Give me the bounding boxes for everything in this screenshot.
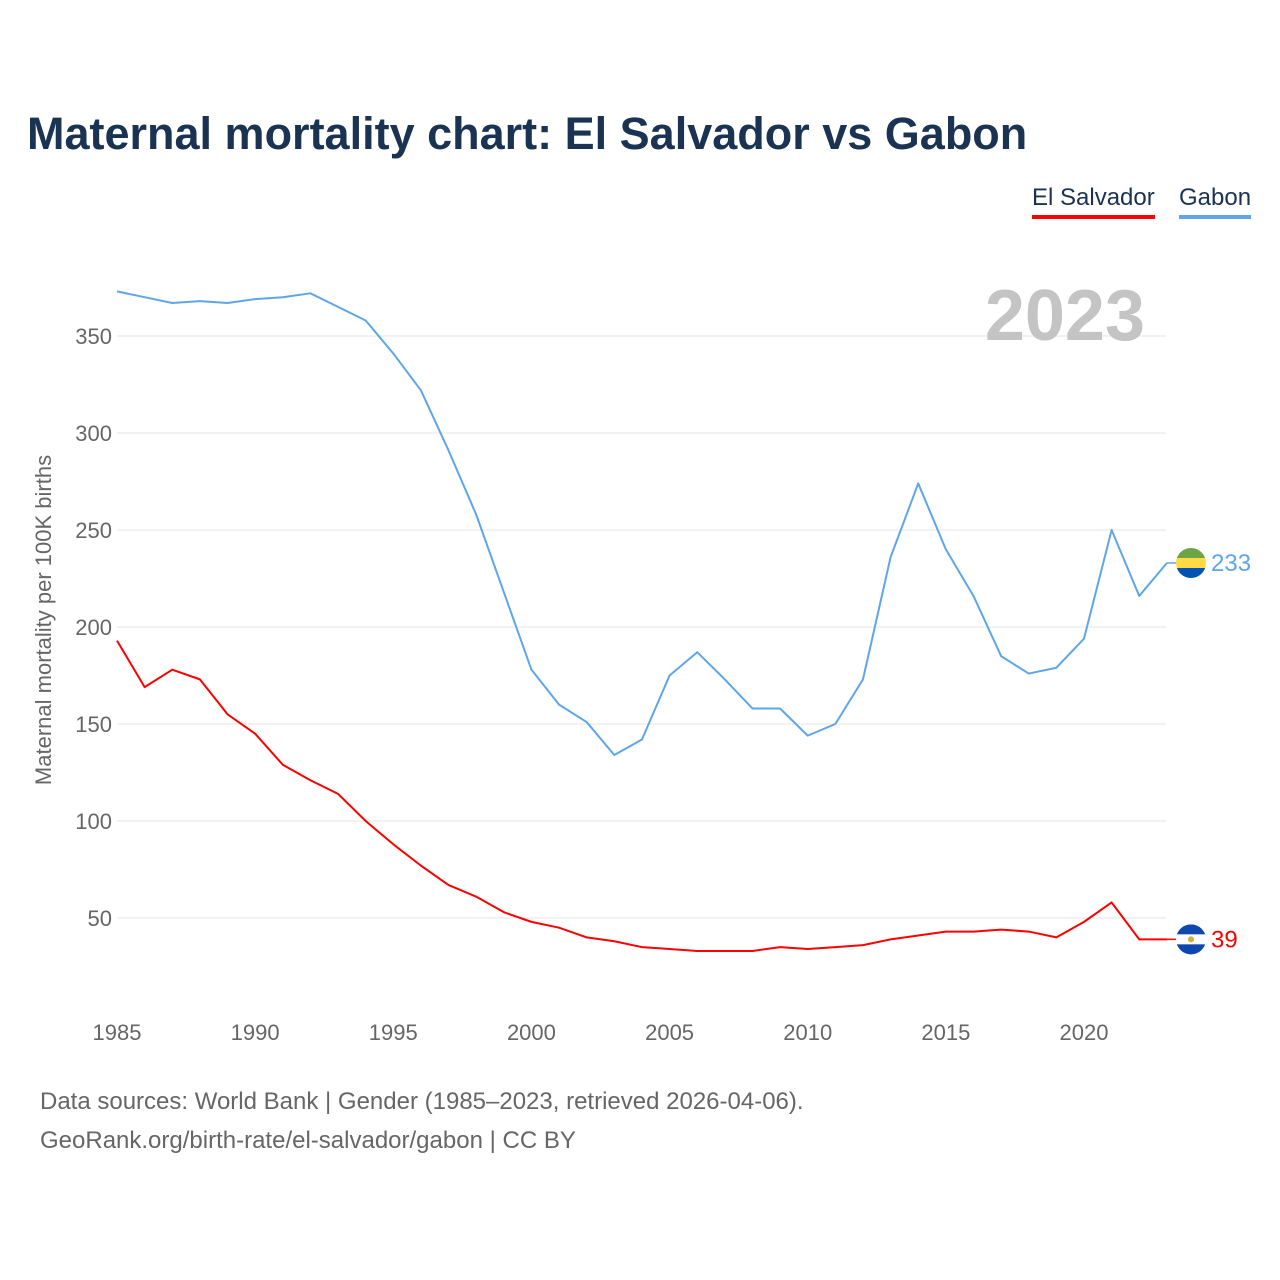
y-tick-label: 250	[75, 518, 112, 543]
series-line-gabon[interactable]	[116, 290, 1168, 757]
x-tick-label: 1995	[369, 1020, 418, 1045]
x-tick-label: 2020	[1060, 1020, 1109, 1045]
y-axis-label: Maternal mortality per 100K births	[31, 455, 56, 785]
x-tick-label: 2010	[783, 1020, 832, 1045]
y-tick-label: 100	[75, 809, 112, 834]
x-tick-label: 2005	[645, 1020, 694, 1045]
end-value-label: 39	[1211, 926, 1238, 953]
legend-gabon[interactable]: Gabon	[1179, 184, 1252, 219]
end-value-label: 233	[1211, 550, 1251, 577]
y-tick-label: 200	[75, 615, 112, 640]
chart-title: Maternal mortality chart: El Salvador vs…	[27, 108, 1028, 159]
x-tick-label: 2000	[507, 1020, 556, 1045]
y-tick-label: 350	[75, 324, 112, 349]
x-tick-label: 1990	[231, 1020, 280, 1045]
footer-sources: Data sources: World Bank | Gender (1985–…	[40, 1088, 804, 1115]
legend-el-salvador[interactable]: El Salvador	[1032, 184, 1155, 219]
gabon-flag-icon	[1176, 547, 1206, 578]
y-tick-label: 150	[75, 712, 112, 737]
y-tick-label: 300	[75, 421, 112, 446]
series-line-el-salvador[interactable]	[116, 640, 1167, 952]
x-tick-label: 1985	[93, 1020, 142, 1045]
year-watermark: 2023	[985, 276, 1145, 356]
y-tick-label: 50	[88, 906, 112, 931]
el-salvador-flag-icon	[1176, 924, 1206, 955]
x-tick-label: 2015	[921, 1020, 970, 1045]
footer-credit: GeoRank.org/birth-rate/el-salvador/gabon…	[40, 1127, 576, 1154]
